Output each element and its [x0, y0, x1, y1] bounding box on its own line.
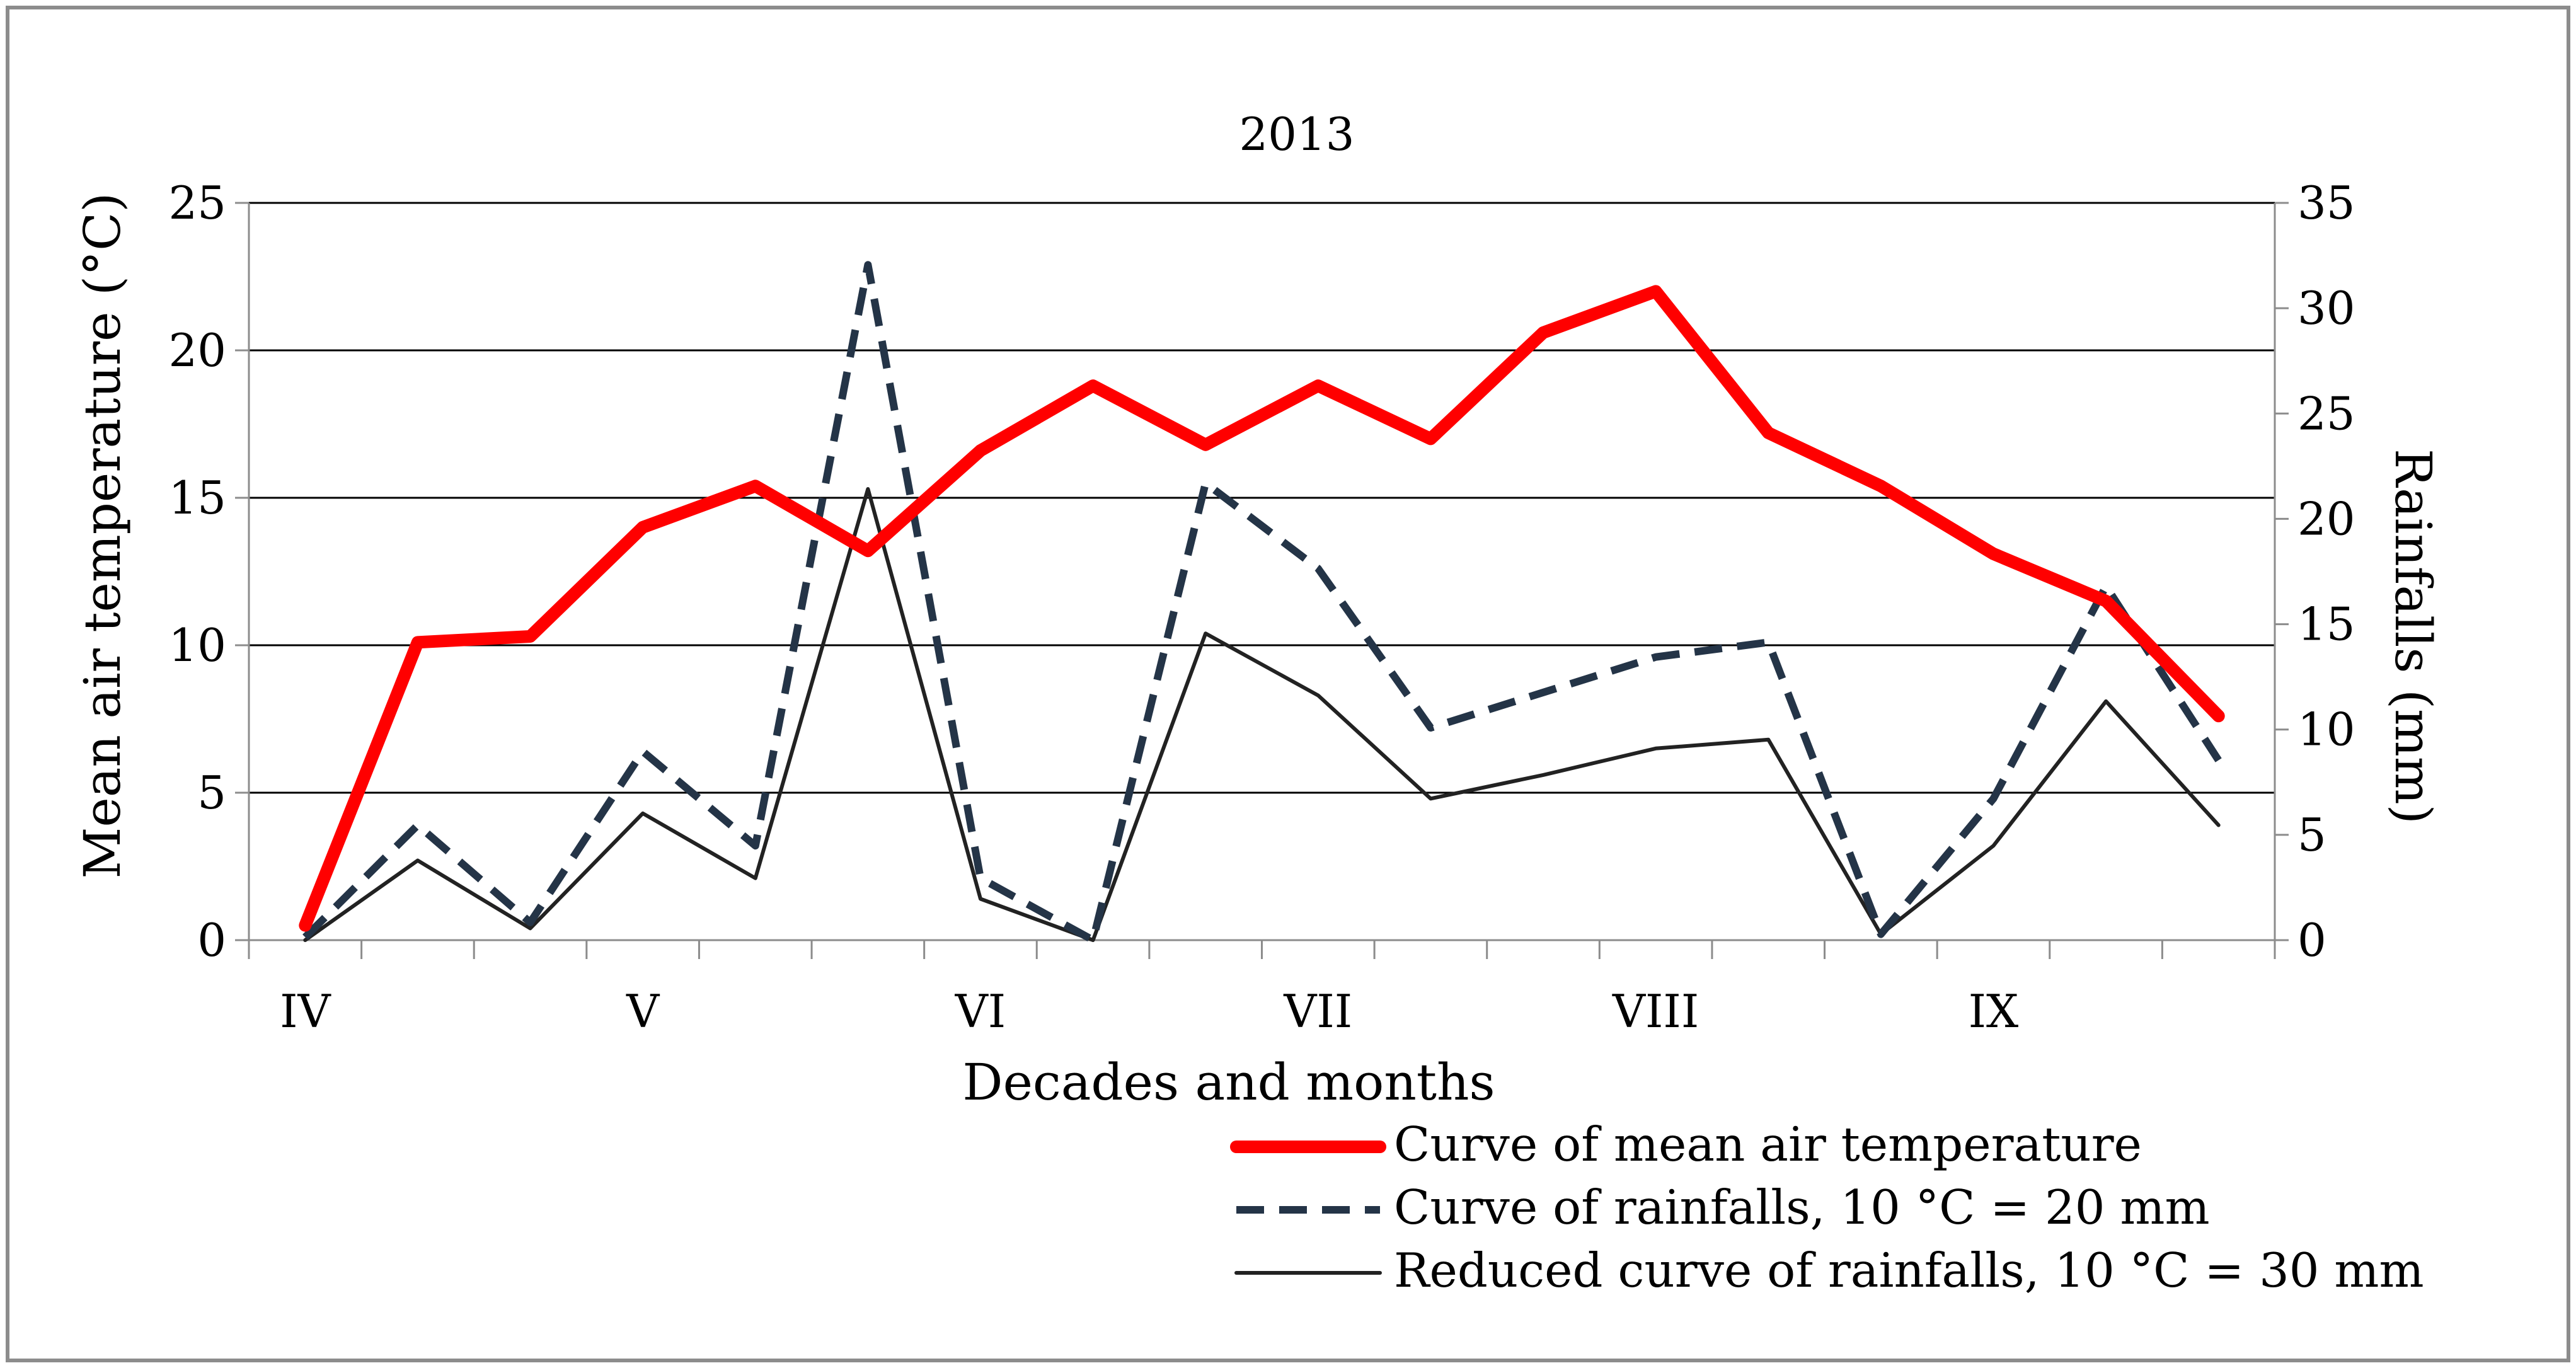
right-tick-label: 35: [2297, 176, 2355, 229]
chart-title: 2013: [1239, 108, 1354, 161]
x-axis-title: Decades and months: [962, 1053, 1495, 1112]
series-layer: [299, 261, 2225, 944]
month-label-IV: IV: [280, 985, 331, 1038]
left-tick-label: 20: [168, 324, 226, 377]
left-axis-title: Mean air temperature (°C): [73, 192, 132, 878]
right-axis-ticks: 0 5 10 15 20 25 30 35: [2275, 176, 2355, 967]
left-tick-label: 15: [168, 471, 226, 524]
left-tick-label: 5: [197, 766, 226, 819]
month-label-IX: IX: [1969, 985, 2019, 1038]
right-tick-label: 10: [2297, 703, 2355, 756]
right-tick-label: 5: [2297, 808, 2326, 861]
right-tick-label: 15: [2297, 598, 2355, 651]
left-axis-ticks: 0 5 10 15 20 25: [168, 176, 249, 967]
x-axis-ticks: [248, 940, 2276, 959]
legend-label-2: Reduced curve of rainfalls, 10 °C = 30 m…: [1394, 1243, 2424, 1298]
legend-label-1: Curve of rainfalls, 10 °C = 20 mm: [1394, 1180, 2210, 1235]
legend-label-0: Curve of mean air temperature: [1394, 1117, 2142, 1172]
series-line-2: [303, 487, 2221, 942]
right-tick-label: 30: [2297, 282, 2355, 335]
month-label-V: V: [626, 985, 660, 1038]
chart-frame: [6, 6, 2570, 1362]
right-axis-title: Rainfalls (mm): [2384, 449, 2442, 824]
month-label-VIII: VIII: [1612, 985, 1699, 1038]
series-line-1: [302, 261, 2222, 944]
gridlines: [249, 202, 2275, 794]
right-tick-label: 20: [2297, 492, 2355, 545]
month-label-VII: VII: [1283, 985, 1352, 1038]
left-tick-label: 10: [168, 619, 226, 672]
left-tick-label: 0: [197, 914, 226, 967]
right-tick-label: 0: [2297, 914, 2326, 967]
series-line-0: [299, 285, 2225, 932]
legend: Curve of mean air temperature Curve of ra…: [1230, 1117, 2424, 1298]
left-tick-label: 25: [168, 176, 226, 229]
month-labels: IV V VI VII VIII IX: [280, 985, 2018, 1038]
month-label-VI: VI: [955, 985, 1006, 1038]
right-tick-label: 25: [2297, 387, 2355, 440]
